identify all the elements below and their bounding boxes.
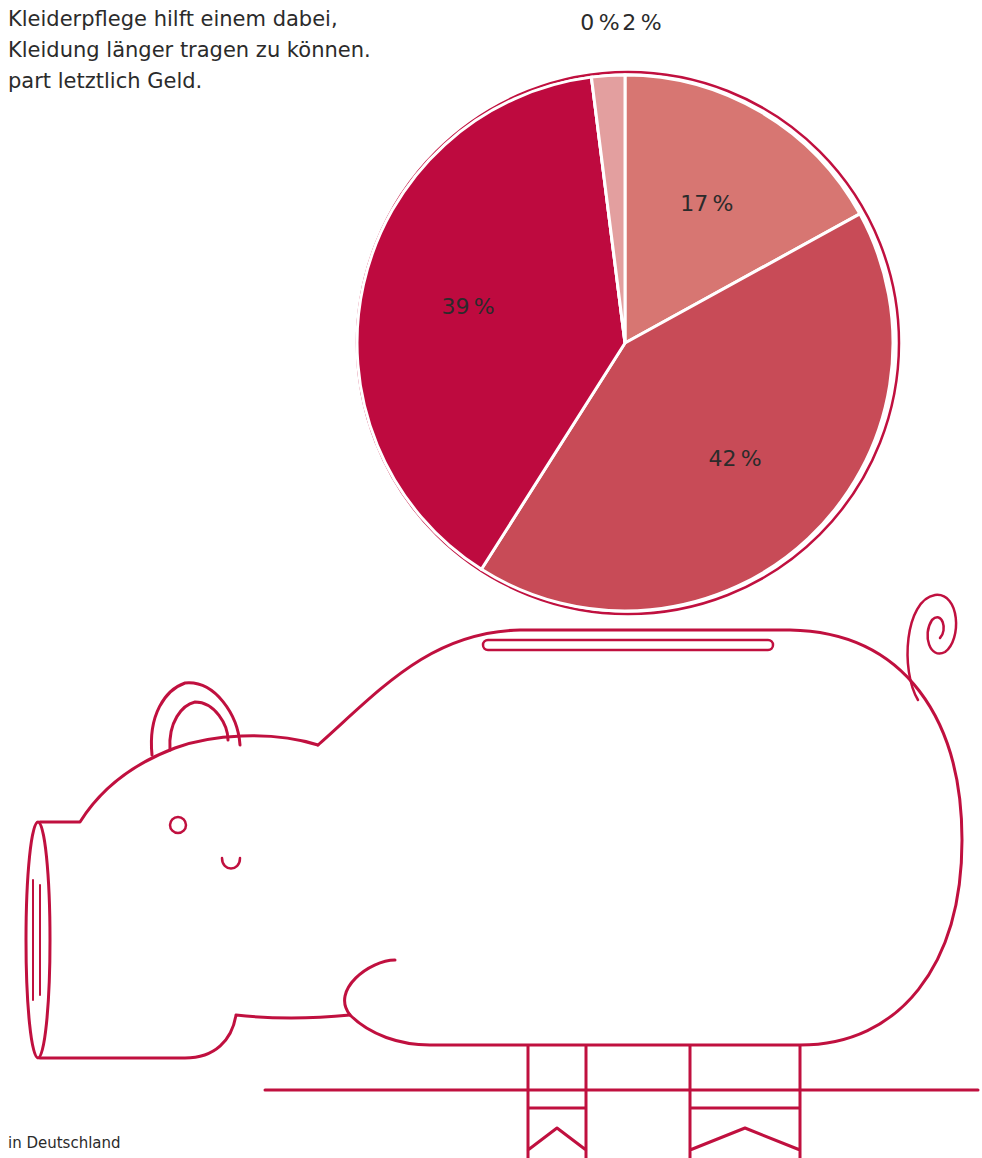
pig-head: [40, 736, 350, 1058]
pie-outline: [357, 72, 899, 614]
title-line: Kleiderpflege hilft einem dabei,: [8, 7, 338, 31]
pig-leg: [690, 1045, 800, 1158]
title-line: Kleidung länger tragen zu können.: [8, 38, 371, 62]
chart-root: 17 % 42 % 39 % 0 %2 % Kleiderpflege hilft ei…: [0, 0, 982, 1158]
chart-svg: 17 % 42 % 39 % 0 %2 % Kleiderpflege hilft ei…: [0, 0, 982, 1158]
data-label: 42 %: [708, 446, 761, 471]
pie-slices: [357, 75, 893, 611]
pig-eye: [170, 817, 186, 833]
pig-tail: [908, 595, 957, 700]
data-label: 17 %: [680, 191, 733, 216]
ground-line: [265, 1089, 978, 1092]
pig-leg: [528, 1045, 586, 1158]
pig-ear-inner: [170, 702, 228, 750]
data-label: 0 %: [580, 10, 619, 35]
pie-labels: 17 % 42 % 39 % 0 %2 %: [441, 10, 761, 471]
data-label: 39 %: [441, 294, 494, 319]
title-line: part letztlich Geld.: [8, 69, 202, 93]
pig-coin-slot: [483, 640, 773, 650]
pig-body: [318, 630, 962, 1045]
data-label: 2 %: [622, 10, 661, 35]
title: Kleiderpflege hilft einem dabei, Kleidung…: [8, 7, 371, 93]
pie-slice: [357, 77, 625, 569]
pie-slice: [591, 75, 625, 343]
pig-smile: [222, 858, 240, 869]
pig-nostrils: [33, 880, 40, 1000]
piggy-bank: [26, 595, 978, 1158]
pig-ear: [151, 683, 240, 755]
pig-snout: [26, 822, 50, 1058]
source-note: in Deutschland: [8, 1134, 121, 1152]
